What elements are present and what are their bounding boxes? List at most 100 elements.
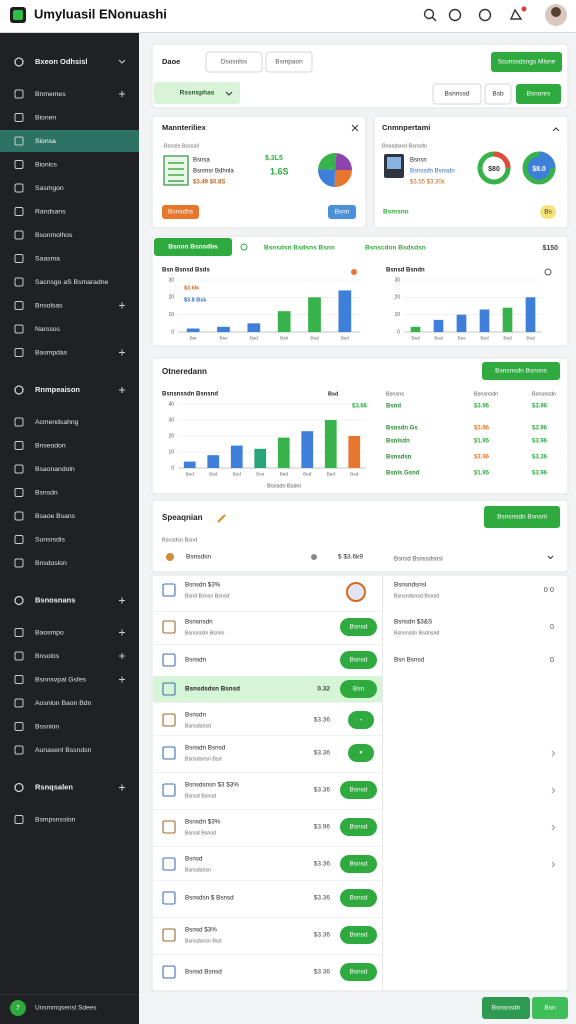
filter-button[interactable]: [432, 83, 482, 105]
filter-input[interactable]: [265, 51, 313, 73]
card-button[interactable]: [162, 205, 199, 219]
top-icons: [423, 8, 523, 22]
item-icon: [14, 254, 24, 263]
x-tick-label: Bsr: [190, 335, 198, 341]
row-button[interactable]: [340, 818, 377, 836]
nav-item[interactable]: Bsnsdn: [35, 489, 58, 496]
toolbar-select[interactable]: [154, 238, 232, 256]
toolbar-link[interactable]: Bsnscdon Bsdsdsn: [365, 245, 426, 252]
clock-icon[interactable]: [478, 8, 492, 22]
toolbar-link[interactable]: Bsnsdsn Bsdsns Bsnn: [264, 245, 335, 252]
group-toggle[interactable]: [119, 387, 125, 393]
nav-item[interactable]: Bsnnsvpal Gsfes: [35, 676, 87, 683]
row-dot: [311, 554, 317, 560]
row-button-label: •: [359, 747, 362, 757]
nav-item[interactable]: Aosnlon Baon Bdn: [35, 700, 92, 707]
row-button[interactable]: [340, 889, 377, 907]
row-chevron[interactable]: [551, 750, 556, 757]
row-button[interactable]: [340, 651, 377, 669]
row-chevron[interactable]: [551, 861, 556, 868]
card-button[interactable]: [540, 205, 556, 219]
filter-select[interactable]: [154, 82, 240, 104]
nav-item[interactable]: Baosmpo: [35, 629, 64, 636]
nav-item[interactable]: Randsans: [35, 208, 66, 215]
nav-item[interactable]: Bnsdoslon: [35, 560, 67, 567]
overview-button[interactable]: [482, 362, 560, 380]
close-icon[interactable]: [351, 124, 359, 132]
toolbar-total: $150: [542, 245, 558, 252]
nav-item[interactable]: Sacnsgo aS Bsmaradne: [35, 279, 109, 286]
row-button[interactable]: [348, 744, 374, 762]
active-item-bg: [0, 130, 139, 152]
filter-button[interactable]: [484, 83, 512, 105]
x-tick-label: Bsd: [233, 471, 242, 477]
y-tick-label: 0: [171, 465, 174, 471]
nav-item[interactable]: Acmendsahng: [35, 419, 79, 426]
gauge-icon[interactable]: [448, 8, 462, 22]
nav-item[interactable]: Aunasenl Bssndsn: [35, 747, 92, 754]
group-title[interactable]: Rnmpeaison: [35, 385, 80, 394]
row-divider: [153, 809, 382, 810]
action-button[interactable]: [482, 997, 530, 1019]
apply-button[interactable]: [516, 84, 561, 104]
table-cell: $3.96: [532, 404, 548, 410]
row-button[interactable]: [340, 781, 377, 799]
alert-icon[interactable]: [509, 8, 523, 20]
row-title: Bsnsd Bsnsd: [185, 969, 222, 976]
card-link[interactable]: Bsmsno: [383, 209, 409, 216]
item-expand: [119, 676, 125, 683]
row-chevron[interactable]: [551, 787, 556, 794]
nav-item[interactable]: Saasma: [35, 255, 60, 262]
user-badge[interactable]: [10, 1000, 26, 1016]
nav-item[interactable]: Bsaoe Bsans: [35, 513, 76, 520]
row-caret[interactable]: [547, 555, 554, 560]
nav-item[interactable]: Sasmgon: [35, 185, 64, 192]
nav-item[interactable]: Basmpdas: [35, 349, 68, 356]
group-toggle[interactable]: [119, 784, 125, 791]
group-title[interactable]: Bsnosnans: [35, 595, 75, 604]
search-icon[interactable]: [423, 8, 435, 20]
nav-item[interactable]: Bsonmolhos: [35, 232, 73, 239]
group-title[interactable]: Bxeon Odhsisl: [35, 57, 88, 66]
collapse-icon[interactable]: [552, 127, 560, 132]
group-toggle[interactable]: [119, 597, 125, 604]
avatar-ring: [346, 582, 366, 602]
filter-input[interactable]: [205, 51, 263, 73]
card-button[interactable]: [328, 205, 356, 219]
row-button[interactable]: [348, 711, 374, 729]
row-chevron[interactable]: [551, 824, 556, 831]
nav-item[interactable]: Bionen: [35, 114, 56, 121]
row-button[interactable]: [340, 855, 377, 873]
y-tick-label: 40: [168, 401, 174, 407]
item-icon: [14, 558, 24, 568]
nav-item[interactable]: Narssos: [35, 326, 61, 333]
edit-icon[interactable]: [217, 514, 226, 523]
row-button[interactable]: [340, 618, 377, 636]
group-icon: [14, 385, 24, 395]
item-icon: [14, 628, 24, 637]
row-button[interactable]: [340, 680, 377, 698]
nav-item[interactable]: Bnsolsas: [35, 302, 63, 309]
nav-item[interactable]: Bssnion: [35, 723, 59, 730]
group-title[interactable]: Rsnqsalen: [35, 782, 73, 791]
row-button[interactable]: [340, 963, 377, 981]
nav-item[interactable]: Bnsolos: [35, 653, 60, 660]
spending-button[interactable]: [484, 506, 560, 528]
action-button[interactable]: [532, 997, 568, 1019]
nav-item[interactable]: Bnseodon: [35, 442, 66, 449]
row-title: Bsnsdsn $ Bsnsd: [185, 895, 234, 902]
nav-item[interactable]: Bsaonandoln: [35, 466, 75, 473]
nav-item[interactable]: Sionsa: [35, 138, 56, 145]
nav-item[interactable]: Bionics: [35, 161, 58, 168]
chart-close[interactable]: [351, 269, 357, 275]
nav-item[interactable]: Bnmemes: [35, 91, 66, 98]
x-tick-label: Bsd: [350, 471, 359, 477]
chart-close[interactable]: [544, 268, 552, 276]
bar: [410, 326, 421, 332]
item-icon: [14, 230, 24, 240]
group-toggle[interactable]: [118, 59, 126, 64]
nav-item[interactable]: Bsmpsnsslon: [35, 816, 76, 823]
row-button[interactable]: [340, 926, 377, 944]
nav-item[interactable]: Sunsrsdis: [35, 536, 65, 543]
primary-button[interactable]: [491, 52, 562, 72]
